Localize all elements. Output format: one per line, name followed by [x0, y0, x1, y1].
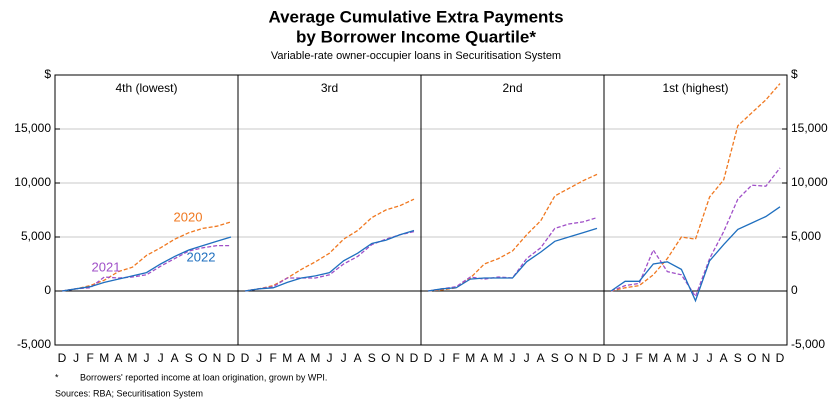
x-tick-label: D	[227, 351, 236, 365]
y-tick-label: $	[44, 67, 51, 81]
x-tick-label: A	[354, 351, 362, 365]
x-tick-label: O	[381, 351, 390, 365]
x-tick-label: S	[368, 351, 376, 365]
footnote-mark: *	[55, 372, 59, 382]
x-tick-label: D	[593, 351, 602, 365]
series-label: 2020	[174, 209, 203, 224]
series-line	[244, 198, 415, 292]
x-tick-label: J	[510, 351, 516, 365]
x-tick-label: N	[213, 351, 222, 365]
series-label: 2022	[187, 249, 216, 264]
x-tick-label: A	[720, 351, 728, 365]
panel-frame	[603, 74, 788, 346]
x-tick-label: O	[747, 351, 756, 365]
panel-frame	[420, 74, 605, 346]
series-line	[427, 173, 598, 292]
x-tick-label: J	[707, 351, 713, 365]
x-tick-label: D	[424, 351, 433, 365]
series-line	[61, 221, 232, 292]
x-tick-label: N	[396, 351, 405, 365]
x-tick-label: J	[327, 351, 333, 365]
series-line	[61, 244, 231, 292]
x-tick-label: J	[439, 351, 445, 365]
sources: Sources: RBA; Securitisation System	[55, 388, 203, 398]
y-tick-label: 10,000	[791, 175, 828, 189]
x-tick-label: F	[635, 351, 642, 365]
x-tick-label: F	[269, 351, 276, 365]
y-tick-label: 0	[791, 283, 798, 297]
x-tick-label: D	[410, 351, 419, 365]
x-tick-label: M	[648, 351, 658, 365]
x-tick-label: A	[480, 351, 488, 365]
x-tick-label: S	[551, 351, 559, 365]
x-tick-label: D	[58, 351, 67, 365]
panel-frame	[237, 74, 422, 346]
x-tick-label: A	[114, 351, 122, 365]
x-tick-label: A	[663, 351, 671, 365]
series-line	[244, 230, 415, 292]
x-tick-label: M	[676, 351, 686, 365]
series-label: 2021	[92, 259, 121, 274]
y-tick-label: 15,000	[14, 121, 51, 135]
x-tick-label: J	[693, 351, 699, 365]
x-tick-label: S	[185, 351, 193, 365]
x-tick-label: J	[341, 351, 347, 365]
y-tick-label: 5,000	[791, 229, 821, 243]
x-tick-label: M	[282, 351, 292, 365]
x-tick-label: M	[465, 351, 475, 365]
y-tick-label: 15,000	[791, 121, 828, 135]
x-tick-label: M	[127, 351, 137, 365]
x-tick-label: S	[734, 351, 742, 365]
footnote: Borrowers' reported income at loan origi…	[80, 372, 327, 382]
series-line	[610, 206, 781, 303]
panel-title: 2nd	[502, 81, 522, 95]
series-line	[427, 216, 598, 292]
x-tick-label: M	[99, 351, 109, 365]
x-tick-label: N	[762, 351, 771, 365]
series-line	[610, 167, 781, 298]
y-tick-label: 10,000	[14, 175, 51, 189]
series-line	[610, 83, 781, 292]
x-tick-label: M	[310, 351, 320, 365]
x-tick-label: J	[73, 351, 79, 365]
x-tick-label: A	[537, 351, 545, 365]
x-tick-label: D	[607, 351, 616, 365]
x-tick-label: J	[158, 351, 164, 365]
x-tick-label: F	[452, 351, 459, 365]
x-tick-label: F	[86, 351, 93, 365]
x-tick-label: A	[171, 351, 179, 365]
series-line	[61, 236, 232, 292]
y-tick-label: 5,000	[21, 229, 51, 243]
y-tick-label: -5,000	[791, 337, 825, 351]
y-tick-label: -5,000	[17, 337, 51, 351]
x-tick-label: N	[579, 351, 588, 365]
x-tick-label: J	[524, 351, 530, 365]
chart-subtitle: Variable-rate owner-occupier loans in Se…	[271, 50, 561, 62]
x-tick-label: J	[144, 351, 150, 365]
chart-title: by Borrower Income Quartile*	[296, 27, 536, 46]
series-line	[244, 229, 415, 292]
x-tick-label: M	[493, 351, 503, 365]
x-tick-label: J	[256, 351, 262, 365]
x-tick-label: O	[198, 351, 207, 365]
x-tick-label: J	[622, 351, 628, 365]
panel-title: 4th (lowest)	[115, 81, 177, 95]
x-tick-label: D	[241, 351, 250, 365]
panel-title: 1st (highest)	[662, 81, 728, 95]
x-tick-label: A	[297, 351, 305, 365]
series-line	[427, 227, 598, 292]
x-tick-label: D	[776, 351, 785, 365]
panel-frame	[54, 74, 239, 346]
y-tick-label: $	[791, 67, 798, 81]
chart-title: Average Cumulative Extra Payments	[268, 7, 563, 26]
x-tick-label: O	[564, 351, 573, 365]
panel-title: 3rd	[321, 81, 338, 95]
y-tick-label: 0	[44, 283, 51, 297]
